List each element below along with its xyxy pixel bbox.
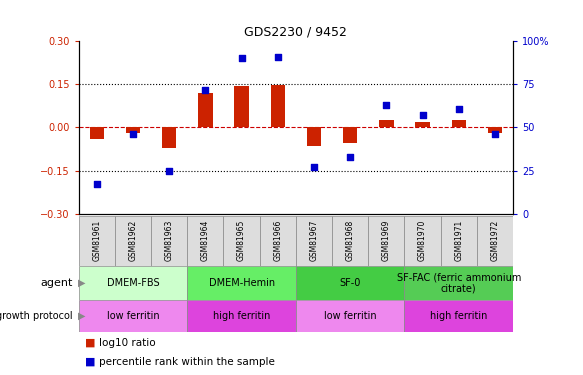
Bar (296, 216, 332, 266)
Bar (415, 122, 430, 128)
Bar (379, 120, 394, 128)
Point (164, 168, 174, 174)
Text: DMEM-Hemin: DMEM-Hemin (209, 278, 275, 288)
Point (346, 154, 355, 160)
Title: GDS2230 / 9452: GDS2230 / 9452 (244, 26, 347, 39)
Bar (271, 85, 285, 128)
Text: SF-0: SF-0 (339, 278, 361, 288)
Text: GSM81968: GSM81968 (346, 220, 354, 261)
Text: DMEM-FBS: DMEM-FBS (107, 278, 159, 288)
Bar (477, 216, 513, 266)
Text: GSM81962: GSM81962 (128, 220, 138, 261)
Point (128, 131, 138, 137)
Bar (151, 216, 187, 266)
Bar (187, 216, 223, 266)
Text: ■: ■ (85, 357, 95, 367)
Text: high ferritin: high ferritin (213, 311, 271, 321)
Text: percentile rank within the sample: percentile rank within the sample (99, 357, 275, 367)
Bar (126, 128, 141, 133)
Point (454, 105, 463, 111)
Bar (343, 128, 357, 143)
Text: ▶: ▶ (78, 278, 85, 288)
Point (92, 182, 101, 188)
Bar (488, 128, 502, 133)
Bar (368, 216, 405, 266)
Bar (223, 216, 259, 266)
Bar (307, 128, 321, 146)
Bar (79, 300, 187, 332)
Bar (259, 216, 296, 266)
Bar (405, 216, 441, 266)
Point (273, 54, 282, 60)
Point (418, 112, 427, 118)
Bar (405, 266, 513, 300)
Text: high ferritin: high ferritin (430, 311, 487, 321)
Bar (451, 120, 466, 128)
Bar (296, 300, 405, 332)
Text: GSM81969: GSM81969 (382, 220, 391, 261)
Text: GSM81970: GSM81970 (418, 220, 427, 261)
Text: ■: ■ (85, 338, 95, 348)
Text: GSM81966: GSM81966 (273, 220, 282, 261)
Bar (187, 300, 296, 332)
Bar (405, 300, 513, 332)
Text: log10 ratio: log10 ratio (99, 338, 156, 348)
Text: GSM81972: GSM81972 (490, 220, 500, 261)
Point (310, 164, 319, 170)
Text: GSM81964: GSM81964 (201, 220, 210, 261)
Point (382, 102, 391, 108)
Bar (296, 266, 405, 300)
Bar (441, 216, 477, 266)
Point (490, 131, 500, 137)
Point (201, 87, 210, 93)
Text: GSM81967: GSM81967 (310, 220, 318, 261)
Bar (234, 86, 249, 128)
Bar (162, 128, 177, 148)
Text: GSM81963: GSM81963 (164, 220, 174, 261)
Text: GSM81965: GSM81965 (237, 220, 246, 261)
Point (237, 56, 246, 62)
Bar (187, 266, 296, 300)
Text: ▶: ▶ (78, 311, 85, 321)
Text: low ferritin: low ferritin (107, 311, 159, 321)
Text: SF-FAC (ferric ammonium
citrate): SF-FAC (ferric ammonium citrate) (396, 272, 521, 294)
Text: low ferritin: low ferritin (324, 311, 377, 321)
Text: GSM81961: GSM81961 (92, 220, 101, 261)
Bar (198, 93, 213, 128)
Bar (332, 216, 368, 266)
Bar (115, 216, 151, 266)
Text: growth protocol: growth protocol (0, 311, 73, 321)
Bar (79, 266, 187, 300)
Text: agent: agent (40, 278, 73, 288)
Text: GSM81971: GSM81971 (454, 220, 463, 261)
Bar (90, 128, 104, 139)
Bar (79, 216, 115, 266)
